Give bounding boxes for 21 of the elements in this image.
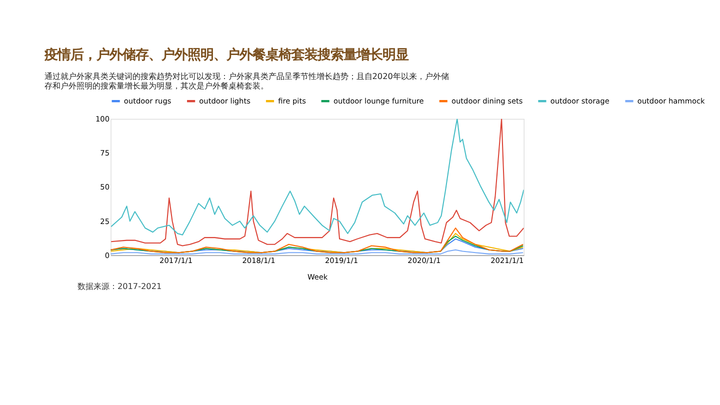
legend-label: outdoor lights [199,96,251,106]
x-tick-label: 2019/1/1 [324,256,358,266]
chart-title: 疫情后，户外储存、户外照明、户外餐桌椅套装搜索量增长明显 [43,47,408,64]
x-axis-title: Week [307,272,328,282]
x-tick-label: 2021/1/1 [490,256,524,266]
legend-label: outdoor rugs [124,96,172,106]
legend-label: outdoor dining sets [451,96,523,106]
legend-label: outdoor lounge furniture [333,96,424,106]
x-tick-label: 2020/1/1 [408,256,441,266]
legend-label: outdoor hammock [637,96,706,106]
y-tick-label: 25 [100,216,110,226]
x-tick-label: 2017/1/1 [160,256,193,266]
chart-subtitle: 通过就户外家具类关键词的搜索趋势对比可以发现：户外家具类产品呈季节性增长趋势；且自2020年以来，户外储存和户外照明的搜索量增长最为明显，其次是户外餐桌椅套装。 [44,71,449,91]
y-tick-label: 75 [100,148,110,158]
y-tick-label: 50 [100,182,110,192]
source-note: 数据来源：2017-2021 [77,281,162,292]
x-tick-label: 2018/1/1 [242,256,276,266]
legend-label: fire pits [278,96,306,106]
legend-label: outdoor storage [550,96,610,106]
y-tick-label: 100 [96,114,110,124]
y-tick-label: 0 [104,250,110,260]
